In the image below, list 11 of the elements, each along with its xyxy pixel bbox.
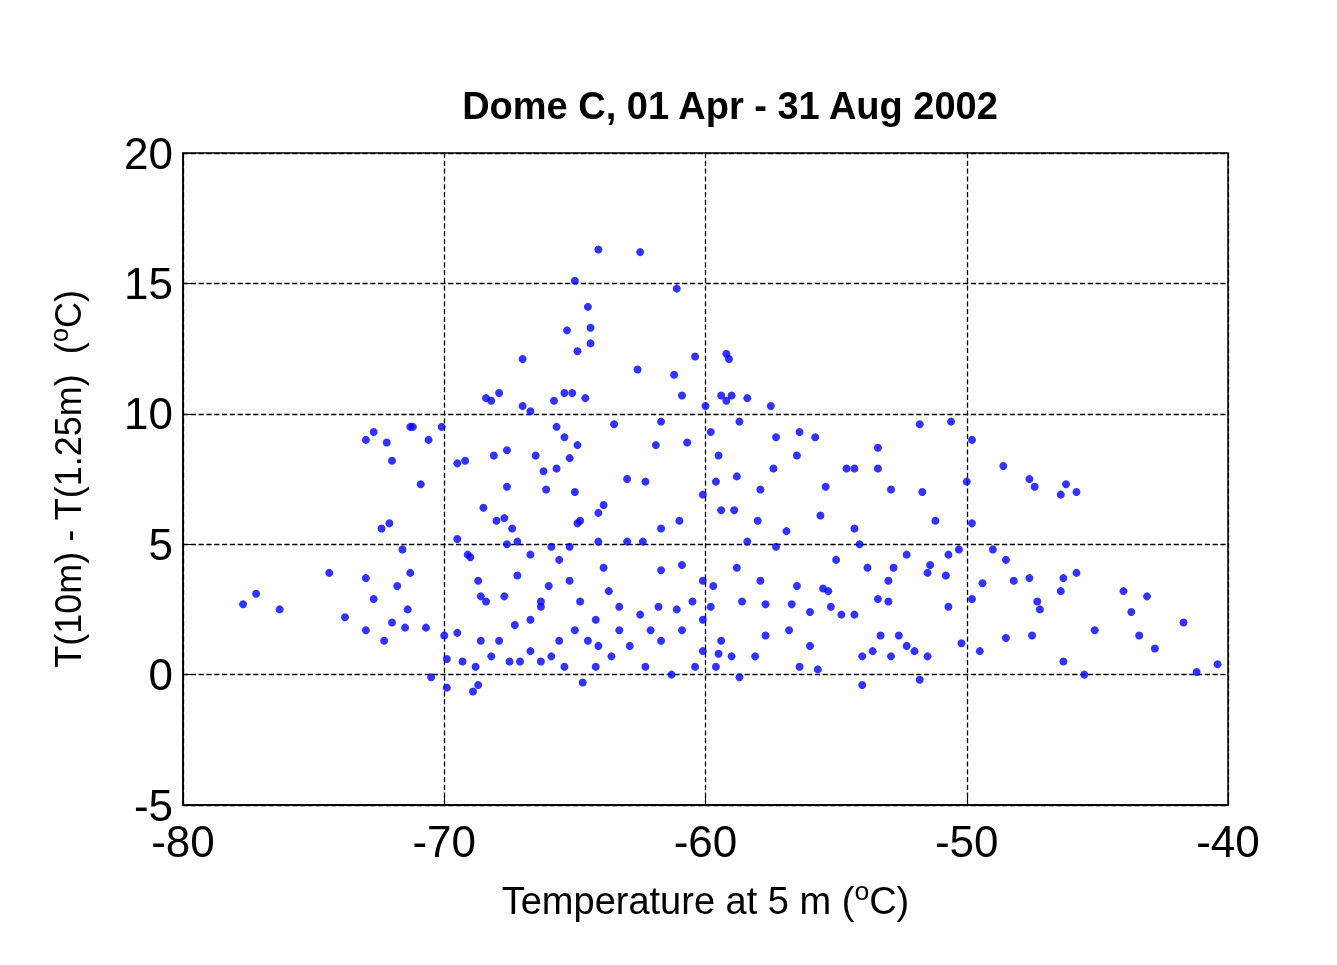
y-tick-label: 10 (124, 389, 173, 439)
x-tick-label: -60 (673, 816, 738, 866)
x-tick-label: -50 (934, 816, 999, 866)
x-tick-label: -70 (412, 816, 477, 866)
x-tick-label: -40 (1196, 816, 1260, 866)
y-tick-label: 5 (148, 519, 173, 569)
chart-title: Dome C, 01 Apr - 31 Aug 2002 (462, 85, 998, 127)
y-tick-label: 15 (124, 258, 173, 308)
y-tick-label: 20 (124, 128, 173, 178)
y-tick-label: 0 (148, 650, 173, 700)
y-axis-title: T(10m) - T(1.25m) (oC) (44, 289, 90, 668)
